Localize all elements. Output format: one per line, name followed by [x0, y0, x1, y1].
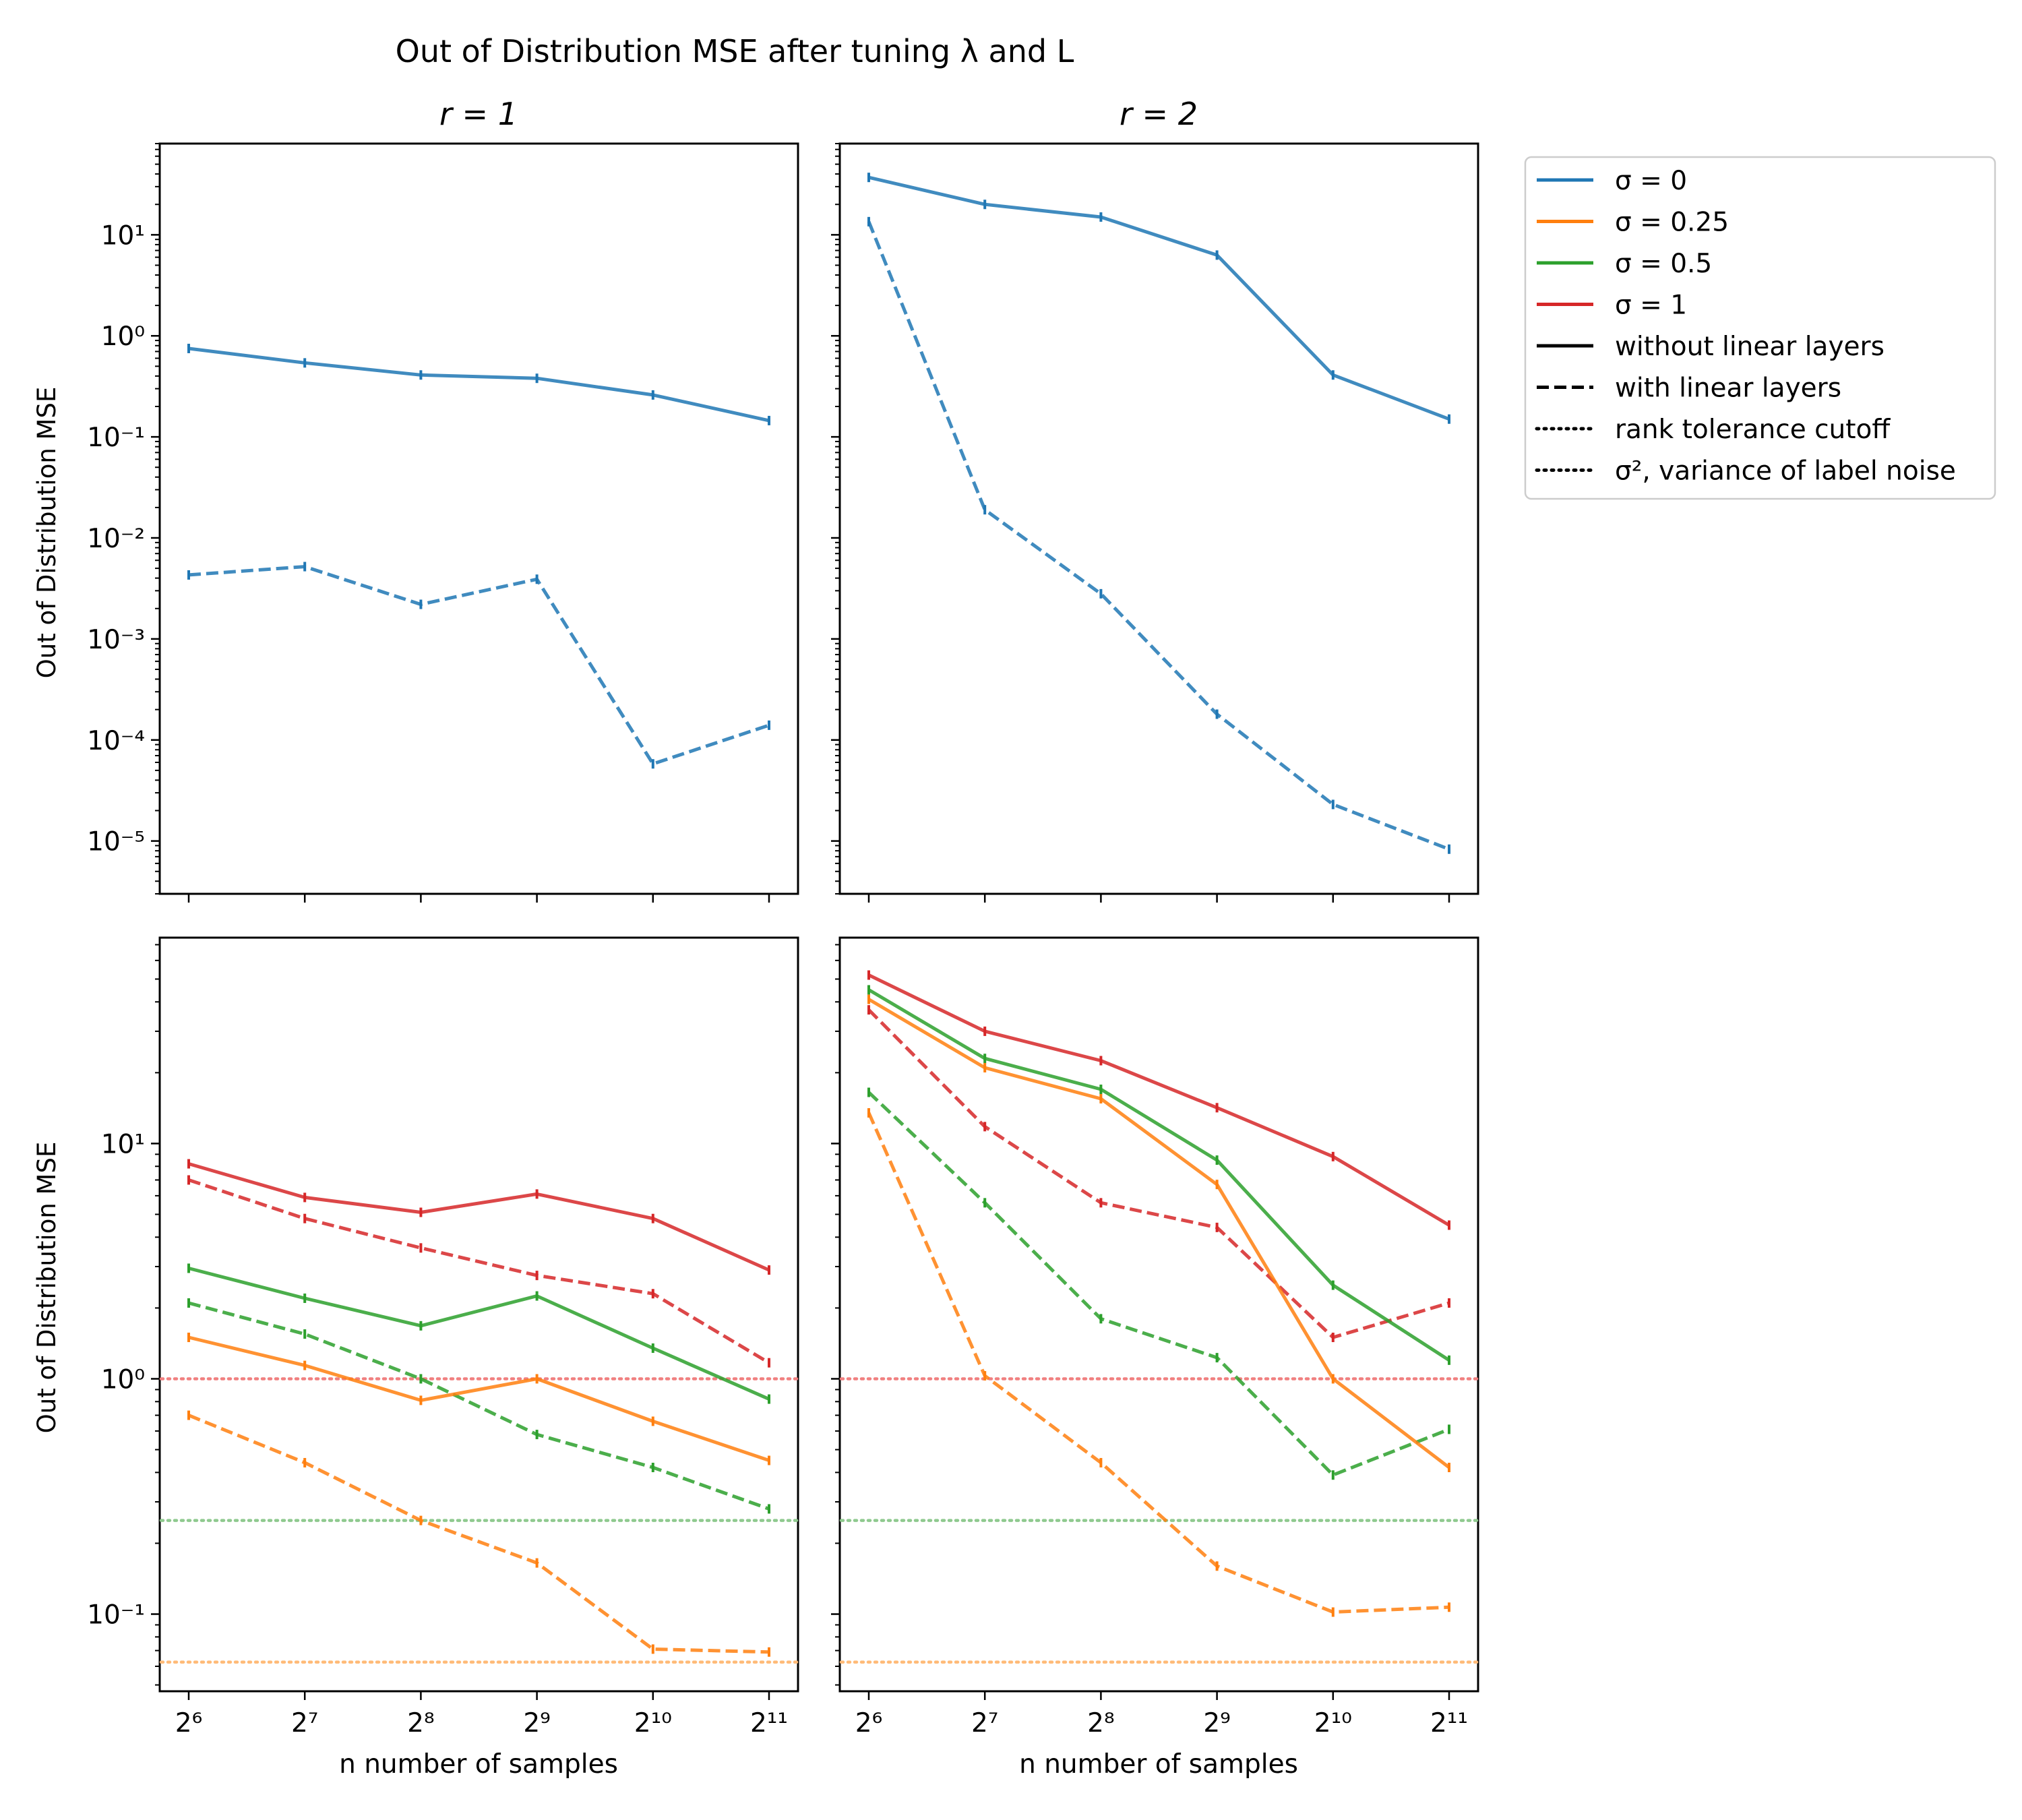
series-line	[188, 1335, 770, 1462]
y-tick-label: 10⁻⁴	[87, 726, 145, 756]
x-axis-label-left: n number of samples	[339, 1749, 618, 1780]
y-tick-label: 10⁰	[101, 1364, 145, 1395]
legend-frame	[1524, 156, 1996, 500]
legend-label: σ², variance of label noise	[1615, 456, 1956, 487]
series-line	[188, 1301, 770, 1511]
legend-label: rank tolerance cutoff	[1615, 415, 1891, 445]
y-tick-label: 10⁻¹	[87, 423, 145, 453]
panel-frame-bottom-left	[158, 936, 799, 1693]
series-line	[188, 346, 770, 423]
panel-bottom-left: Out of Distribution MSE 10⁻¹ 10⁰ 10¹ 2⁶ 2⁷ 2⁸…	[32, 936, 799, 1780]
series-line	[867, 1091, 1450, 1477]
legend-label: σ = 1	[1615, 291, 1687, 321]
x-tick-label: 2⁶	[175, 1708, 202, 1738]
x-tick-label: 2¹⁰	[634, 1708, 672, 1738]
legend: σ = 0 σ = 0.25 σ = 0.5 σ = 1 without linear …	[1524, 156, 1996, 500]
panel-bottom-right: 2⁶ 2⁷ 2⁸ 2⁹ 2¹⁰ 2¹¹ n number of samples	[831, 936, 1479, 1780]
series-line	[188, 565, 770, 766]
y-tick-label: 10⁻⁵	[87, 827, 145, 857]
panel-title-r1: r = 1	[439, 96, 518, 132]
y-axis-label-bottom: Out of Distribution MSE	[32, 1142, 61, 1434]
x-tick-label: 2⁹	[523, 1708, 550, 1738]
y-tick-label: 10⁰	[101, 322, 145, 352]
figure-title: Out of Distribution MSE after tuning λ a…	[396, 33, 1074, 69]
x-tick-label: 2¹¹	[750, 1708, 788, 1738]
y-tick-label: 10⁻¹	[87, 1600, 145, 1631]
series-line	[188, 1414, 770, 1654]
x-tick-label: 2⁷	[291, 1708, 318, 1738]
plot-area-top-left: 10⁻⁵ 10⁻⁴ 10⁻³ 10⁻² 10⁻¹ 10⁰ 10¹	[87, 143, 770, 903]
legend-label: with linear layers	[1615, 373, 1841, 404]
y-axis-label-top: Out of Distribution MSE	[32, 387, 61, 679]
series-line	[188, 1162, 770, 1272]
y-tick-label: 10¹	[101, 1129, 145, 1159]
panel-top-right: r = 2	[831, 96, 1479, 903]
series-line	[867, 998, 1450, 1469]
panel-frame-top-right	[838, 142, 1479, 895]
plot-area-top-right	[831, 143, 1450, 903]
x-tick-label: 2¹⁰	[1314, 1708, 1352, 1738]
panel-frame-top-left	[158, 142, 799, 895]
panel-frame-bottom-right	[838, 936, 1479, 1693]
x-tick-label: 2¹¹	[1430, 1708, 1468, 1738]
y-tick-label: 10⁻²	[87, 524, 145, 554]
series-line	[867, 1112, 1450, 1614]
panel-title-r2: r = 2	[1120, 96, 1198, 132]
series-line	[867, 1008, 1450, 1339]
legend-label: σ = 0.5	[1615, 249, 1712, 279]
legend-label: without linear layers	[1615, 332, 1885, 362]
legend-label: σ = 0.25	[1615, 208, 1729, 238]
plot-area-bottom-left: 10⁻¹ 10⁰ 10¹ 2⁶ 2⁷ 2⁸ 2⁹ 2¹⁰ 2¹¹	[87, 944, 799, 1738]
series-line	[867, 973, 1450, 1227]
panel-top-left: r = 1 Out of Distribution MSE 10⁻⁵10⁻⁴10…	[32, 96, 799, 903]
series-line	[188, 1267, 770, 1401]
series-line	[868, 175, 1450, 421]
x-tick-label: 2⁸	[407, 1708, 434, 1738]
x-tick-label: 2⁶	[855, 1708, 882, 1738]
series-line	[188, 1178, 770, 1364]
y-tick-label: 10¹	[101, 220, 145, 251]
x-tick-label: 2⁷	[971, 1708, 998, 1738]
x-tick-label: 2⁸	[1087, 1708, 1114, 1738]
plot-area-bottom-right: 2⁶ 2⁷ 2⁸ 2⁹ 2¹⁰ 2¹¹	[831, 944, 1479, 1738]
x-axis-label-right: n number of samples	[1019, 1749, 1298, 1780]
y-tick-label: 10⁻³	[87, 625, 145, 655]
series-line	[867, 220, 1450, 851]
series-line	[867, 988, 1450, 1362]
x-tick-label: 2⁹	[1203, 1708, 1230, 1738]
legend-label: σ = 0	[1615, 166, 1687, 196]
